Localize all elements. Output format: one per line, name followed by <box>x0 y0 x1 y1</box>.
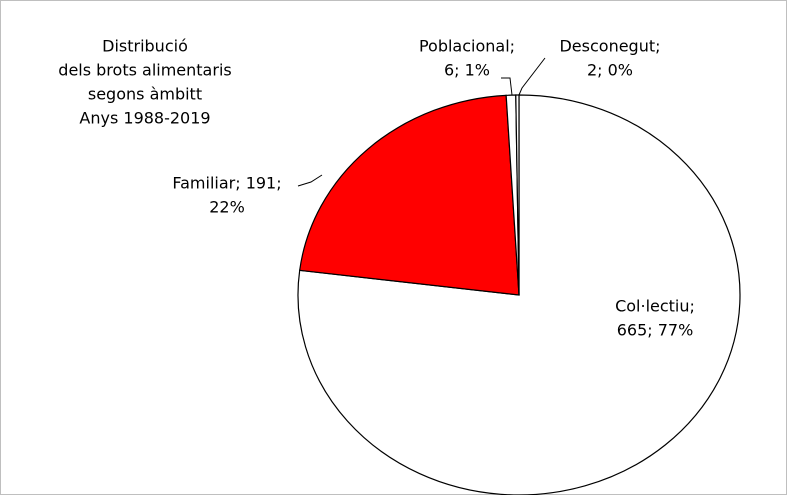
data-label: 6; 1% <box>444 61 490 80</box>
data-label: 22% <box>209 198 245 217</box>
data-label: Poblacional; <box>419 37 515 56</box>
data-label: 2; 0% <box>587 61 633 80</box>
data-label: Desconegut; <box>559 37 660 56</box>
data-label: 665; 77% <box>617 321 694 340</box>
leader-line <box>518 57 546 96</box>
pie-slice <box>297 94 741 495</box>
pie-slice <box>299 94 520 296</box>
chart-title: segons àmbitt <box>88 85 202 104</box>
data-label: Familiar; 191; <box>172 174 281 193</box>
data-label: Col·lectiu; <box>615 297 695 316</box>
chart-title: dels brots alimentaris <box>58 61 231 80</box>
chart-title: Distribució <box>102 37 188 56</box>
chart-title: Anys 1988-2019 <box>79 109 210 128</box>
leader-line <box>297 174 323 187</box>
leader-line <box>501 77 513 96</box>
pie-slice <box>515 94 520 296</box>
